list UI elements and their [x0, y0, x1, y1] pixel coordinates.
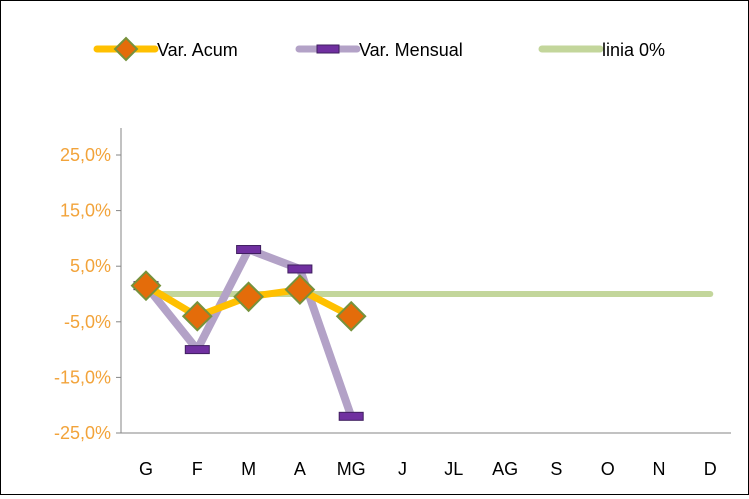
marker-var-mensual — [338, 411, 364, 421]
x-tick-label: S — [550, 459, 562, 479]
x-tick-label: MG — [337, 459, 366, 479]
y-tick-label: 25,0% — [60, 145, 111, 165]
y-tick-label: -25,0% — [54, 423, 111, 443]
series-layer — [130, 245, 714, 421]
marker-var-mensual — [184, 345, 210, 355]
marker-var-acum — [181, 300, 213, 332]
axes: 25,0% 15,0% 5,0% -5,0% -15,0% -25,0% G F M A MG J JL… — [54, 128, 731, 479]
marker-var-acum — [284, 274, 316, 305]
series-line-var-mensual — [142, 245, 356, 421]
x-tick-label: N — [653, 459, 666, 479]
x-tick-label: G — [139, 459, 153, 479]
x-tick-label: O — [601, 459, 615, 479]
legend-label-var-mensual: Var. Mensual — [359, 40, 463, 60]
legend-marker-var-acum — [113, 36, 139, 62]
x-tick-label: M — [241, 459, 256, 479]
legend-label-linia-0: linia 0% — [602, 40, 665, 60]
marker-var-acum — [335, 300, 367, 332]
x-tick-label: J — [398, 459, 407, 479]
marker-var-acum — [233, 281, 265, 313]
x-tick-label: AG — [492, 459, 518, 479]
legend: Var. Acum Var. Mensual linia 0% — [93, 36, 665, 62]
y-tick-label: 5,0% — [70, 256, 111, 276]
y-tick-label: -15,0% — [54, 367, 111, 387]
y-tick-label: 15,0% — [60, 201, 111, 221]
x-tick-label: F — [192, 459, 203, 479]
x-tick-label: A — [294, 459, 306, 479]
y-tick-label: -5,0% — [64, 312, 111, 332]
marker-var-acum — [130, 270, 162, 302]
x-tick-label: D — [704, 459, 717, 479]
legend-label-var-acum: Var. Acum — [157, 40, 238, 60]
x-tick-label: JL — [444, 459, 463, 479]
marker-var-mensual — [236, 245, 262, 255]
marker-var-mensual — [287, 264, 313, 274]
legend-marker-var-mensual — [316, 44, 340, 54]
